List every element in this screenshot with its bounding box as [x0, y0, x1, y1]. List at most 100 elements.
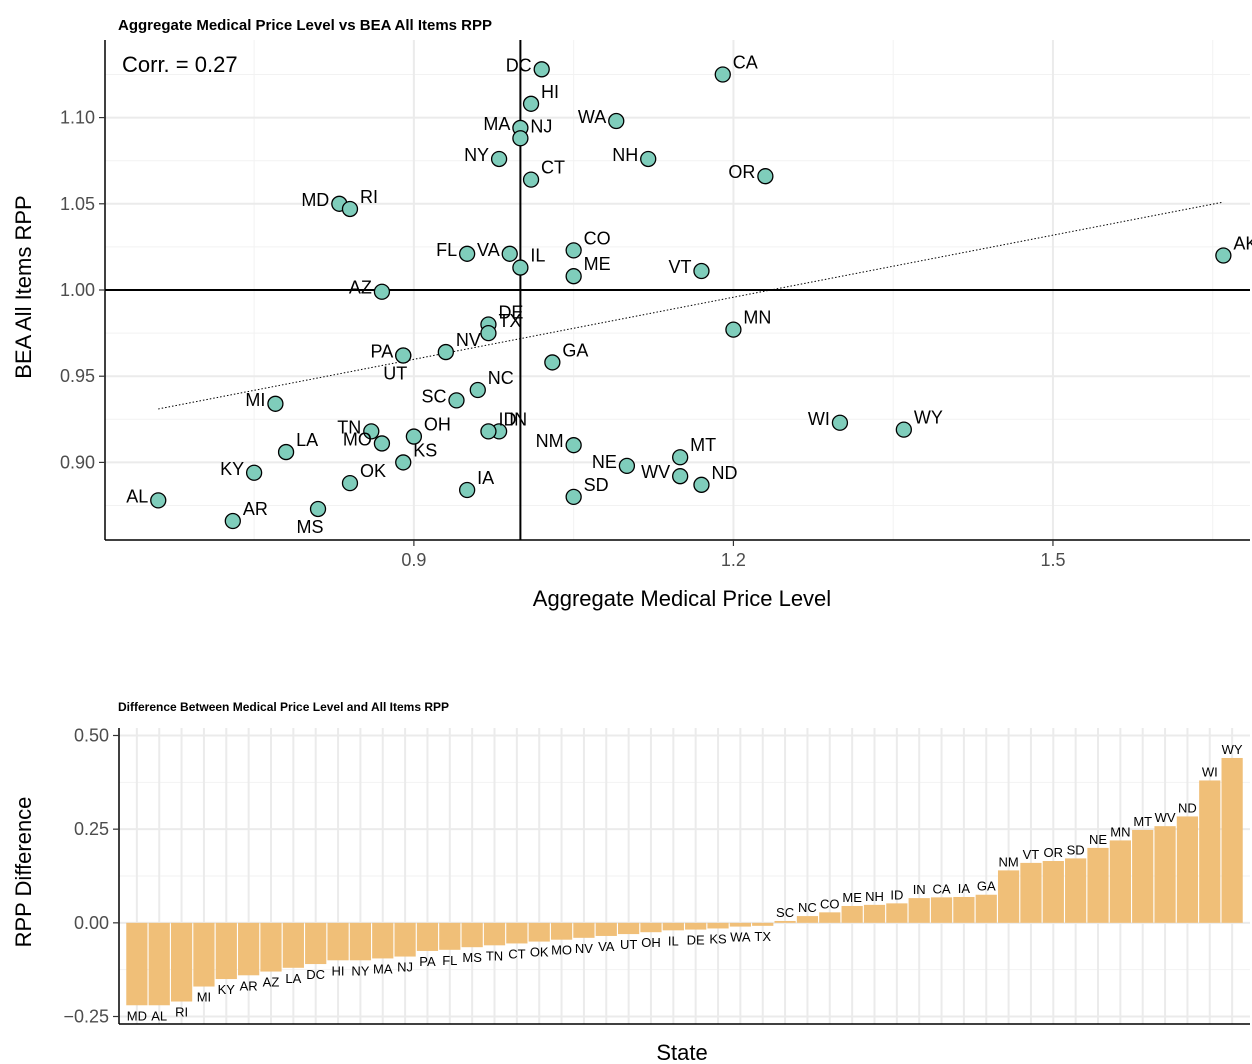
point-label: NV: [456, 330, 481, 350]
bar-md: [126, 922, 148, 1006]
y-tick-label: 0.90: [60, 452, 95, 472]
bar-mi: [193, 922, 215, 987]
bar-ny: [349, 922, 372, 961]
bar-id: [886, 903, 908, 923]
data-point-nv: [437, 343, 454, 361]
point-label: CO: [584, 228, 611, 248]
point-label: NC: [488, 368, 514, 388]
data-point-mt: [672, 449, 689, 466]
data-point-ct: [522, 171, 540, 188]
point-label: TN: [337, 417, 361, 437]
data-point-nm: [565, 437, 582, 454]
data-point-nd: [693, 476, 710, 493]
bar-label: UT: [620, 937, 637, 952]
bar-label: MA: [373, 961, 393, 976]
point-label: HI: [541, 82, 559, 102]
data-point-ga: [544, 354, 561, 371]
point-label: MI: [245, 390, 265, 410]
bar-ok: [528, 922, 550, 942]
y-tick-label: 0.25: [74, 819, 109, 839]
point-label: PA: [371, 342, 394, 362]
bar-pa: [416, 922, 439, 951]
point-label: OH: [424, 415, 451, 435]
bar-label: IA: [958, 881, 971, 896]
bar-label: ND: [1178, 800, 1197, 815]
y-tick-label: 0.95: [60, 366, 95, 386]
y-tick-label: 1.05: [60, 194, 95, 214]
bar-wi: [1199, 780, 1221, 923]
bar-ne: [1087, 847, 1109, 923]
bar-label: MT: [1133, 814, 1152, 829]
bar-wy: [1221, 757, 1243, 923]
bar-label: WY: [1222, 742, 1243, 757]
bar-label: IL: [668, 933, 679, 948]
bar-label: CA: [933, 881, 951, 896]
bar-label: WI: [1202, 764, 1218, 779]
point-label: NE: [592, 452, 617, 472]
point-label: MO: [343, 429, 372, 449]
data-point-tn: [363, 423, 380, 440]
x-tick-label: 1.5: [1040, 550, 1065, 570]
bar-label: AR: [240, 978, 258, 993]
data-point-la: [277, 443, 295, 461]
point-label: IA: [477, 468, 494, 488]
point-label: MA: [483, 114, 510, 134]
bar-ri: [170, 922, 193, 1002]
data-point-or: [757, 168, 774, 185]
data-point-ms: [309, 500, 327, 518]
bar-label: AZ: [263, 975, 280, 990]
y-tick-label: 0.00: [74, 913, 109, 933]
data-point-wi: [831, 414, 849, 431]
data-point-id: [480, 423, 497, 440]
point-label: AZ: [349, 278, 372, 298]
point-label: NM: [536, 431, 564, 451]
bar-nd: [1176, 816, 1199, 923]
point-label: AK: [1233, 234, 1252, 254]
data-point-il: [512, 259, 529, 276]
data-point-ut: [395, 347, 412, 364]
bar-in: [908, 898, 930, 923]
point-label: ME: [584, 254, 611, 274]
bar-y-axis-label: RPP Difference: [11, 797, 36, 948]
point-label: CA: [733, 52, 758, 72]
bar-label: HI: [332, 963, 345, 978]
bar-de: [685, 922, 707, 930]
bar-label: NE: [1089, 832, 1107, 847]
point-label: KY: [220, 459, 244, 479]
point-label: SD: [584, 475, 609, 495]
bar-label: SC: [776, 905, 794, 920]
point-label: WY: [914, 408, 943, 428]
point-label: VA: [477, 240, 500, 260]
bar-label: OH: [641, 935, 661, 950]
point-label: MN: [743, 308, 771, 328]
bar-label: LA: [285, 971, 301, 986]
bar-label: WV: [1155, 810, 1176, 825]
point-label: NY: [464, 145, 489, 165]
data-point-vt: [693, 262, 710, 280]
bar-ky: [215, 922, 237, 980]
bar-label: IN: [913, 882, 926, 897]
bar-va: [595, 922, 617, 936]
bar-label: MI: [197, 990, 211, 1005]
bar-label: KY: [218, 982, 236, 997]
data-point-ca: [714, 66, 731, 83]
bar-label: GA: [977, 879, 996, 894]
point-label: AL: [126, 486, 148, 506]
bar-dc: [305, 922, 327, 965]
data-point-ny: [490, 150, 508, 168]
data-point-mi: [267, 395, 284, 412]
bar-label: CO: [820, 896, 840, 911]
bar-label: OR: [1044, 845, 1064, 860]
point-label: IL: [530, 246, 545, 266]
bar-label: AL: [151, 1008, 167, 1023]
point-label: MT: [690, 435, 716, 455]
bar-label: ID: [890, 887, 903, 902]
bar-label: PA: [419, 954, 436, 969]
point-label: NJ: [530, 116, 552, 136]
bar-label: MD: [127, 1008, 147, 1023]
bar-label: DE: [687, 933, 705, 948]
point-label: DE: [498, 302, 523, 322]
bar-ut: [618, 922, 640, 935]
point-label: UT: [383, 364, 407, 384]
bar-label: DC: [306, 967, 325, 982]
